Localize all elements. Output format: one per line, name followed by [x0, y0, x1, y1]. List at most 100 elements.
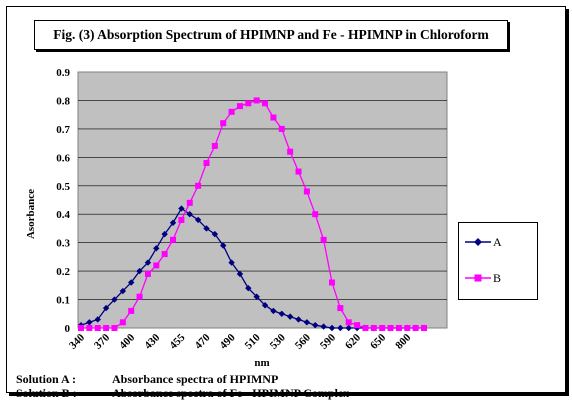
- point-b: [161, 251, 168, 258]
- point-b: [412, 325, 419, 331]
- point-a: [328, 324, 336, 332]
- legend-item-b: B: [459, 269, 537, 289]
- chart-title: Fig. (3) Absorption Spectrum of HPIMNP a…: [34, 20, 508, 50]
- point-a: [127, 279, 135, 286]
- point-b: [195, 182, 202, 189]
- point-a: [186, 211, 193, 218]
- grid-lines: [78, 100, 447, 300]
- y-tick-label: 0.8: [56, 95, 70, 107]
- point-b: [111, 325, 118, 331]
- point-a: [211, 230, 219, 238]
- point-b: [262, 100, 269, 107]
- point-a: [236, 270, 244, 278]
- point-a: [228, 259, 235, 266]
- point-a: [102, 304, 110, 312]
- y-tick-label: 0.1: [56, 295, 70, 307]
- point-a: [245, 284, 252, 292]
- x-tick-label: 510: [243, 331, 264, 352]
- point-b: [220, 120, 227, 127]
- point-b: [211, 142, 218, 149]
- caption-b-label: Solution B :: [16, 386, 77, 400]
- point-a: [86, 319, 93, 326]
- point-b: [337, 305, 344, 312]
- point-a: [320, 323, 327, 330]
- point-a: [161, 230, 168, 238]
- point-a: [303, 319, 311, 326]
- captions: Solution A : Absorbance spectra of HPIMNP…: [16, 372, 349, 400]
- point-a: [270, 307, 277, 315]
- point-b: [303, 188, 310, 195]
- x-tick-label: 650: [368, 331, 389, 352]
- point-b: [203, 160, 210, 167]
- point-b: [103, 325, 110, 331]
- y-axis-label: Asorbance: [25, 189, 37, 239]
- point-b: [287, 148, 294, 155]
- point-b: [94, 325, 101, 331]
- caption-a-text: Absorbance spectra of HPIMNP: [112, 372, 279, 386]
- x-tick-label: 430: [142, 331, 163, 352]
- point-b: [228, 108, 235, 115]
- point-a: [203, 225, 210, 232]
- x-tick-label: 455: [167, 331, 188, 352]
- point-b: [354, 322, 361, 329]
- legend-item-a: A: [459, 233, 537, 253]
- point-a: [169, 219, 177, 226]
- x-tick-label: 590: [318, 331, 339, 352]
- point-a: [144, 259, 152, 266]
- caption-b-text: Absorbance spectra of Fe - HPIMNP Comple…: [112, 386, 350, 400]
- x-tick-label: 490: [218, 331, 239, 352]
- x-tick-label: 620: [343, 331, 364, 352]
- y-tick-label: 0.9: [56, 67, 70, 79]
- point-b: [119, 319, 126, 326]
- legend-label-b: B: [493, 271, 502, 285]
- x-tick-label: 340: [67, 331, 88, 352]
- point-b: [270, 114, 277, 121]
- point-b: [245, 100, 252, 107]
- point-a: [312, 321, 319, 329]
- point-b: [379, 325, 386, 331]
- point-b: [345, 319, 352, 326]
- y-tick-label: 0.7: [56, 124, 70, 136]
- x-tick-label: 470: [192, 331, 213, 352]
- caption-a-label: Solution A :: [16, 372, 77, 386]
- point-a: [94, 316, 101, 323]
- y-tick-label: 0.6: [56, 152, 70, 164]
- point-a: [111, 296, 118, 303]
- legend-label-a: A: [493, 235, 502, 249]
- point-b: [278, 125, 285, 132]
- y-tick-label: 0: [65, 323, 71, 335]
- point-a: [178, 205, 185, 212]
- point-b: [370, 325, 377, 331]
- y-tick-label: 0.2: [56, 266, 70, 278]
- x-tick-labels: 340 370 400 430 455 470 490 510 530 560 590 620 650 8…: [67, 331, 414, 352]
- point-b: [253, 97, 260, 104]
- x-tick-label: 560: [293, 331, 314, 352]
- point-b: [136, 293, 143, 300]
- y-tick-label: 0.5: [56, 181, 70, 193]
- point-a: [286, 313, 294, 320]
- y-tick-labels: 0 0.1 0.2 0.3 0.4 0.5 0.6 0.7 0.8 0.9: [56, 67, 70, 335]
- point-b: [320, 236, 327, 243]
- point-a: [337, 324, 344, 332]
- x-tick-label: 400: [117, 331, 138, 352]
- point-b: [395, 325, 402, 331]
- point-b: [362, 325, 369, 331]
- point-a: [194, 216, 202, 224]
- x-axis-label: nm: [254, 357, 269, 369]
- x-tick-label: 800: [393, 331, 414, 352]
- point-a: [136, 267, 143, 275]
- point-a: [119, 287, 127, 295]
- point-b: [144, 270, 151, 277]
- point-b: [128, 307, 135, 314]
- point-a: [295, 316, 302, 323]
- y-tick-label: 0.4: [56, 209, 70, 221]
- point-a: [278, 310, 285, 317]
- point-b: [295, 168, 302, 175]
- caption-solution-b: Solution B : Absorbance spectra of Fe - H…: [16, 386, 349, 400]
- caption-solution-a: Solution A : Absorbance spectra of HPIMNP: [16, 372, 349, 386]
- point-a: [220, 242, 227, 249]
- point-b: [86, 325, 93, 331]
- point-b: [421, 325, 427, 331]
- point-a: [253, 293, 260, 300]
